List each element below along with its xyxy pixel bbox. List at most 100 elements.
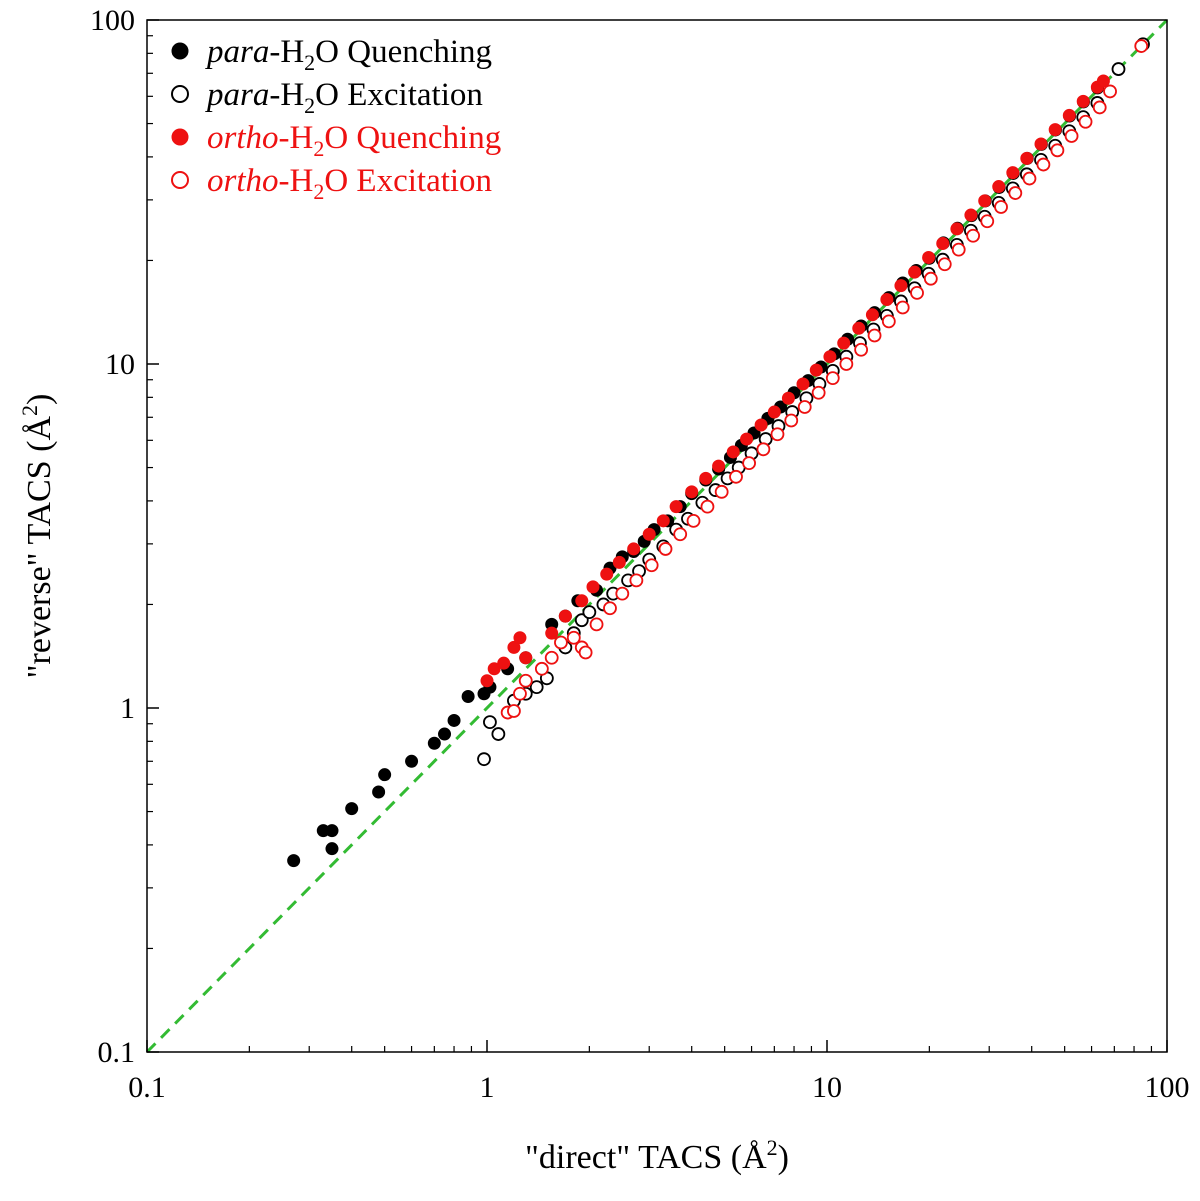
data-point xyxy=(922,250,936,264)
data-point xyxy=(491,727,506,741)
data-point xyxy=(483,715,497,729)
data-point xyxy=(910,285,924,300)
data-point xyxy=(936,237,950,251)
data-point xyxy=(629,573,644,588)
data-point xyxy=(644,558,659,573)
data-point xyxy=(513,631,527,645)
data-point xyxy=(586,580,600,594)
data-point xyxy=(754,418,768,432)
data-point xyxy=(852,321,866,335)
data-point xyxy=(480,674,494,688)
axis-tick-labels: 0.1 1 10 100 0.1 1 10 100 xyxy=(90,4,1190,1104)
data-point xyxy=(781,391,795,405)
data-point xyxy=(673,527,688,542)
data-point xyxy=(519,651,533,665)
data-point xyxy=(669,500,683,514)
axis-ticks xyxy=(146,19,1168,1053)
data-point xyxy=(951,242,966,257)
data-point xyxy=(534,661,549,676)
data-point xyxy=(894,279,908,293)
data-point xyxy=(405,754,419,768)
x-tick-label: 10 xyxy=(812,1071,842,1104)
data-point xyxy=(770,427,785,442)
data-point xyxy=(656,514,670,528)
data-point xyxy=(1103,84,1117,99)
data-point xyxy=(544,650,559,665)
data-point xyxy=(978,194,992,208)
data-point xyxy=(1008,186,1023,200)
y-tick-label: 10 xyxy=(105,348,135,381)
data-point xyxy=(325,842,339,856)
legend-item: para-H2O Quenching xyxy=(171,34,492,75)
data-point xyxy=(461,690,475,704)
legend-item: para-H2O Excitation xyxy=(171,77,483,118)
data-point xyxy=(1078,114,1093,129)
data-point xyxy=(992,180,1006,194)
data-point xyxy=(447,713,461,727)
data-point xyxy=(427,736,441,750)
data-point xyxy=(714,484,729,499)
data-point xyxy=(497,656,511,670)
data-point xyxy=(923,271,938,286)
data-point xyxy=(994,200,1008,214)
x-tick-label: 1 xyxy=(480,1071,495,1104)
data-point xyxy=(825,371,840,385)
data-point xyxy=(589,617,604,632)
data-point xyxy=(839,357,854,371)
plot-frame xyxy=(146,19,1168,1053)
data-point xyxy=(378,768,392,782)
data-point xyxy=(566,630,581,645)
data-point xyxy=(811,385,826,400)
data-point xyxy=(1048,123,1062,137)
y-axis-title: "reverse" TACS (Å2) xyxy=(17,394,58,679)
legend-label: ortho-H2O Excitation xyxy=(207,163,492,204)
legend-label: ortho-H2O Quenching xyxy=(207,120,501,161)
y-tick-label: 1 xyxy=(120,692,135,725)
data-point xyxy=(1062,108,1076,122)
data-point xyxy=(513,686,527,701)
legend-marker xyxy=(171,85,189,103)
data-point xyxy=(964,208,978,222)
data-point xyxy=(345,802,359,816)
data-point xyxy=(575,594,589,608)
data-point xyxy=(700,499,715,514)
data-point xyxy=(558,609,572,623)
data-point xyxy=(881,314,896,329)
data-point xyxy=(767,405,781,419)
legend-item: ortho-H2O Excitation xyxy=(171,163,492,204)
data-point xyxy=(908,265,922,279)
data-point xyxy=(554,635,568,650)
data-point xyxy=(726,445,740,459)
y-tick-label: 100 xyxy=(90,4,135,37)
data-point xyxy=(287,854,301,868)
data-point xyxy=(937,257,952,272)
data-point xyxy=(796,377,810,391)
legend-marker xyxy=(171,171,189,189)
data-point xyxy=(600,567,614,581)
x-tick-label: 100 xyxy=(1145,1071,1190,1104)
legend-label: para-H2O Quenching xyxy=(205,34,492,75)
data-point xyxy=(1111,62,1126,76)
data-point xyxy=(507,640,521,654)
data-point xyxy=(1036,157,1051,172)
x-tick-label: 0.1 xyxy=(128,1071,166,1104)
data-point xyxy=(880,292,894,306)
data-point xyxy=(487,662,501,676)
data-point xyxy=(1076,94,1090,108)
data-point xyxy=(1006,166,1020,180)
data-point xyxy=(685,485,699,499)
data-point xyxy=(1064,129,1079,143)
data-point xyxy=(545,626,559,640)
legend-label: para-H2O Excitation xyxy=(205,77,483,118)
data-point xyxy=(865,308,879,322)
data-point xyxy=(642,527,656,541)
data-point xyxy=(582,605,597,620)
data-point xyxy=(438,727,452,741)
data-point xyxy=(578,645,593,660)
data-point xyxy=(966,228,981,243)
data-point xyxy=(867,328,882,343)
data-point xyxy=(372,785,386,799)
data-point xyxy=(1020,151,1034,165)
data-point xyxy=(325,824,339,838)
